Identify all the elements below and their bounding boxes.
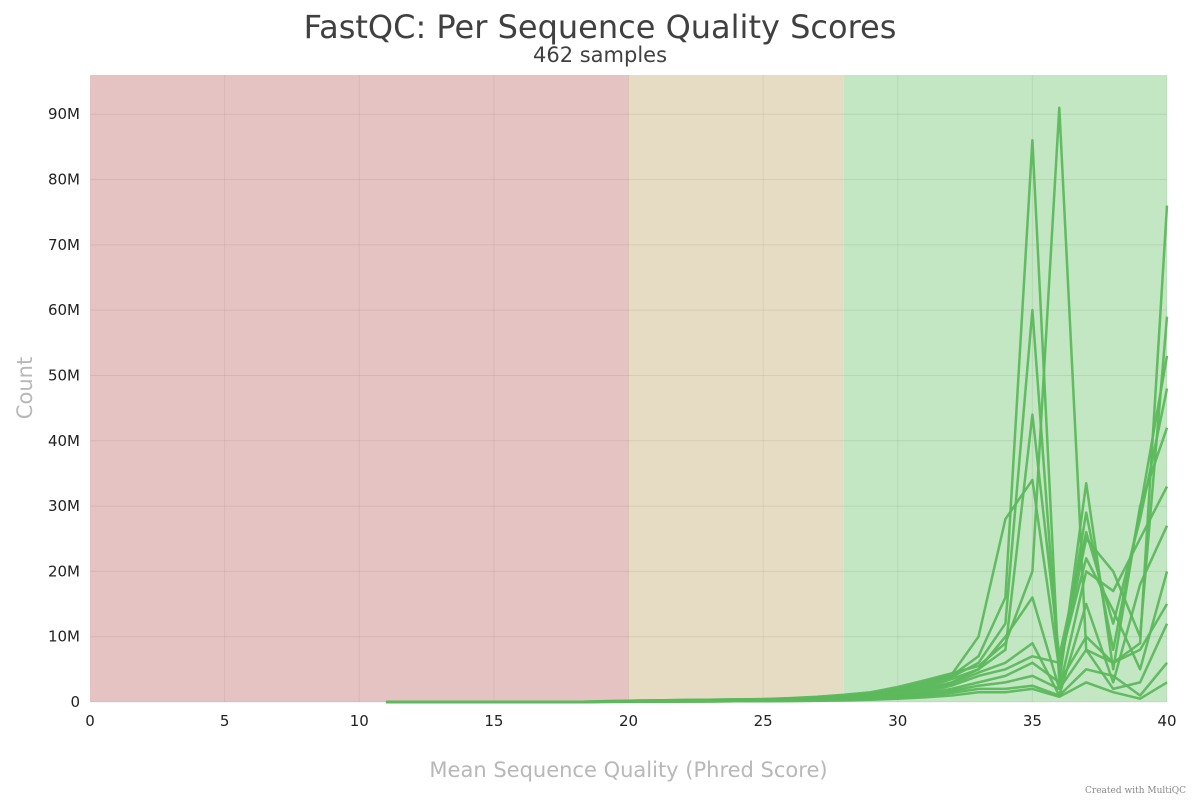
x-tick-label: 30 <box>888 712 907 730</box>
series-line-12 <box>386 681 1168 704</box>
x-tick-label: 20 <box>619 712 638 730</box>
y-tick-label: 30M <box>48 497 80 515</box>
band-pass <box>843 75 1167 702</box>
x-axis-label: Mean Sequence Quality (Phred Score) <box>429 758 828 782</box>
x-tick-label: 15 <box>484 712 503 730</box>
series-lines <box>386 106 1169 704</box>
x-tick-label: 25 <box>754 712 773 730</box>
y-axis-ticks: 0 10M 20M 30M 40M 50M 60M 70M 80M 90M <box>48 105 80 711</box>
x-tick-label: 5 <box>220 712 230 730</box>
y-tick-label: 60M <box>48 301 80 319</box>
chart-title: FastQC: Per Sequence Quality Scores <box>303 8 897 46</box>
chart-subtitle: 462 samples <box>532 43 668 67</box>
y-tick-label: 70M <box>48 236 80 254</box>
x-tick-label: 40 <box>1157 712 1176 730</box>
created-with-credit: Created with MultiQC <box>1085 786 1186 796</box>
y-tick-label: 80M <box>48 171 80 189</box>
x-tick-label: 0 <box>85 712 95 730</box>
y-tick-label: 20M <box>48 562 80 580</box>
y-tick-label: 40M <box>48 432 80 450</box>
y-tick-label: 10M <box>48 628 80 646</box>
y-tick-label: 50M <box>48 366 80 384</box>
y-tick-label: 90M <box>48 105 80 123</box>
y-tick-label: 0 <box>70 693 80 711</box>
x-axis-ticks: 0 5 10 15 20 25 30 35 40 <box>85 712 1176 730</box>
band-fail <box>90 75 629 702</box>
x-tick-label: 10 <box>350 712 369 730</box>
x-tick-label: 35 <box>1023 712 1042 730</box>
y-axis-label: Count <box>13 356 37 420</box>
band-warn <box>628 75 844 702</box>
